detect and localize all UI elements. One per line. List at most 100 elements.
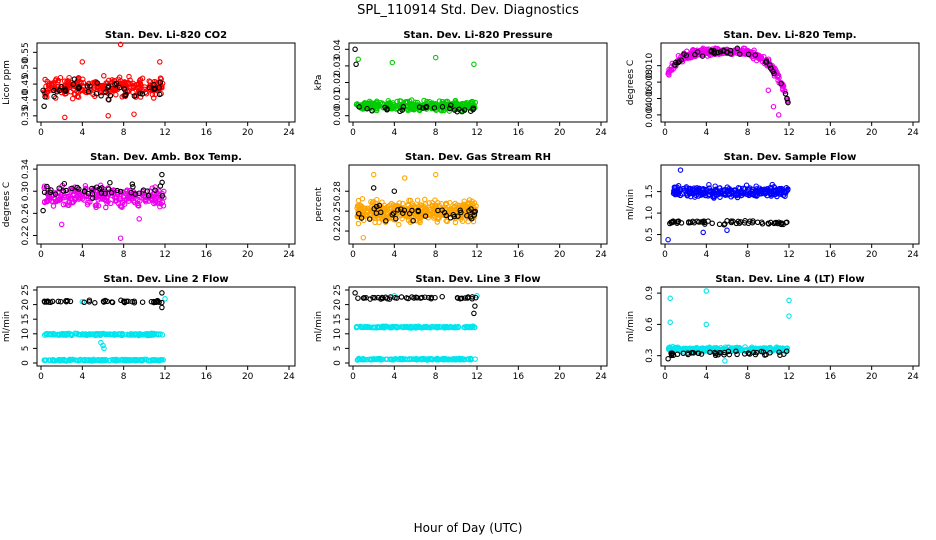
data-point [89,185,95,192]
data-point [430,209,436,215]
data-point [105,186,112,192]
data-point [390,104,396,111]
data-point [41,189,48,196]
data-point [746,192,752,199]
data-point [399,355,406,362]
data-point [45,82,52,89]
data-point [117,235,124,241]
data-point [735,218,741,225]
data-point [721,352,727,358]
data-point [387,202,393,208]
data-point [149,91,156,98]
data-point [670,218,676,224]
data-point [80,331,87,338]
data-point [74,193,81,200]
data-point [715,352,721,358]
y-tick-label: 1.5 [645,184,655,198]
data-point [157,203,163,210]
data-point [151,200,157,207]
data-point [432,294,438,301]
panel-title: Stan. Dev. Sample Flow [724,152,857,163]
data-point [101,73,107,79]
data-point [665,356,671,362]
data-point [69,185,75,192]
data-point [429,356,435,362]
data-point [765,220,771,227]
x-tick-label: 12 [471,372,482,382]
y-tick-label: 0.9 [645,286,655,301]
data-point [681,51,687,57]
data-point [406,105,413,112]
panel-title: Stan. Dev. Li-820 Pressure [403,30,553,41]
y-tick-label: 0.26 [21,203,31,223]
data-point [465,356,472,362]
data-point [58,298,64,305]
data-point [87,83,93,89]
panel-5: Stan. Dev. Gas Stream RH percent 0 4 8 12 16 20… [314,152,608,260]
x-tick-label: 0 [662,372,668,382]
data-point [727,47,734,54]
data-point [102,356,109,363]
data-point [383,218,389,224]
data-point [391,356,397,363]
data-point [114,187,120,194]
data-point [468,206,474,212]
data-point [376,202,383,209]
data-point [708,49,714,55]
data-point [471,324,478,330]
x-tick-label: 4 [79,250,85,260]
x-tick-label: 12 [471,250,482,260]
y-tick-label: 0.28 [333,181,343,201]
y-tick-label: 0.22 [333,221,343,241]
data-point [55,79,61,85]
data-point [56,185,62,191]
data-point [741,220,748,226]
data-point [444,218,450,225]
y-tick-label: 10 [21,328,31,340]
data-point [756,54,762,61]
data-point [435,215,442,222]
data-point [752,52,759,58]
data-point [156,357,163,364]
data-point [159,193,166,199]
data-point [139,91,146,97]
y-tick-label: 1.0 [645,206,655,221]
series-2 [667,218,790,228]
y-tick-label: 25 [21,284,31,295]
data-point [74,357,81,364]
x-tick-label: 12 [471,128,482,138]
series-3 [352,290,479,317]
data-point [353,61,359,68]
data-point [454,108,460,115]
data-point [137,331,143,337]
data-point [146,84,153,91]
data-point [422,206,429,212]
data-point [461,198,467,204]
data-point [761,53,767,60]
data-point [117,203,123,209]
data-point [772,346,778,352]
data-point [699,187,705,193]
data-point [355,56,361,63]
data-point [131,84,137,90]
panel-title: Stan. Dev. Li-820 CO2 [105,30,227,41]
data-point [352,290,358,296]
data-point [416,324,423,330]
data-point [142,193,148,199]
data-point [447,105,453,112]
data-point [722,190,728,196]
panel-title: Stan. Dev. Line 3 Flow [415,274,540,285]
data-point [422,213,429,219]
data-point [122,92,128,99]
data-point [139,299,146,305]
x-tick-label: 8 [121,372,127,382]
data-point [158,85,165,91]
data-point [399,215,405,222]
data-point [776,349,782,355]
data-point [355,220,362,227]
data-point [372,295,378,301]
data-point [81,188,88,195]
data-point [461,107,468,113]
x-tick-label: 24 [907,128,919,138]
data-point [69,95,76,102]
